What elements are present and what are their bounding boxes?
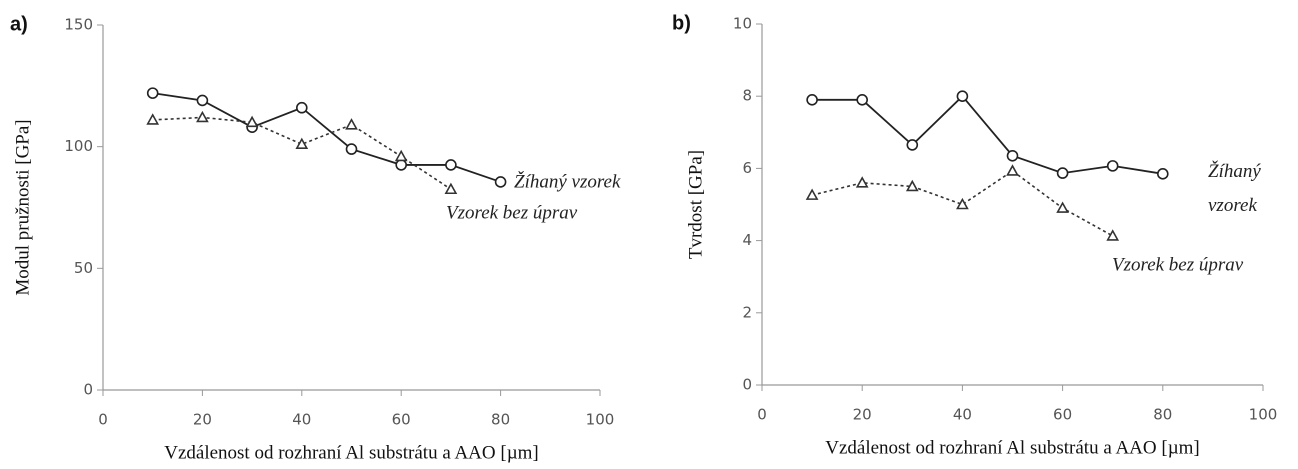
- x-tick-label: 80: [1153, 406, 1172, 424]
- y-axis-label: Modul pružnosti [GPa]: [12, 119, 33, 295]
- y-tick-label: 6: [742, 159, 752, 177]
- x-axis-label: Vzdálenost od rozhraní Al substrátu a AA…: [164, 442, 539, 463]
- y-tick-label: 4: [742, 231, 752, 249]
- panel-label: b): [672, 12, 691, 34]
- x-axis-label: Vzdálenost od rozhraní Al substrátu a AA…: [825, 437, 1200, 458]
- x-tick-label: 60: [1053, 406, 1072, 424]
- x-tick-label: 40: [292, 411, 311, 429]
- marker: [1006, 164, 1019, 176]
- series-label: Vzorek bez úprav: [446, 202, 578, 223]
- marker: [295, 137, 309, 150]
- marker: [1056, 167, 1069, 179]
- y-tick-label: 8: [742, 87, 752, 105]
- marker: [806, 94, 818, 106]
- x-tick-label: 40: [953, 406, 972, 424]
- series-label-line: Žíhaný: [1208, 160, 1261, 182]
- panel-label: a): [10, 13, 28, 35]
- marker: [196, 110, 209, 123]
- x-tick-label: 20: [193, 411, 212, 429]
- x-tick-label: 20: [853, 406, 872, 424]
- marker: [395, 159, 408, 171]
- series-line: [152, 92, 501, 183]
- marker: [856, 94, 869, 106]
- marker: [805, 188, 819, 200]
- marker: [1006, 149, 1019, 162]
- y-tick-label: 100: [64, 137, 93, 155]
- x-tick-label: 100: [1249, 406, 1278, 424]
- marker: [494, 176, 507, 188]
- marker: [1106, 160, 1119, 172]
- x-tick-label: 100: [586, 411, 615, 429]
- marker: [956, 90, 969, 102]
- series-label: Žíhaný vzorek: [514, 170, 621, 192]
- series-label: Žíhaný vzorek: [1208, 160, 1261, 216]
- y-tick-label: 10: [733, 15, 752, 33]
- marker: [146, 113, 160, 125]
- marker: [905, 179, 919, 192]
- marker: [245, 115, 259, 128]
- marker: [956, 197, 969, 210]
- marker: [444, 182, 458, 195]
- marker: [345, 143, 358, 155]
- y-axis-label: Tvrdost [GPa]: [685, 150, 706, 259]
- marker: [1056, 201, 1069, 213]
- marker: [196, 94, 209, 107]
- y-tick-label: 0: [742, 376, 752, 394]
- marker: [345, 118, 358, 130]
- series-line: [152, 116, 452, 190]
- y-tick-label: 0: [83, 381, 93, 399]
- x-tick-label: 60: [392, 411, 411, 429]
- y-tick-label: 150: [64, 16, 93, 34]
- marker: [445, 159, 457, 171]
- x-tick-label: 0: [757, 406, 767, 424]
- x-tick-label: 80: [491, 411, 510, 429]
- marker: [1157, 168, 1169, 180]
- y-tick-label: 50: [74, 259, 93, 277]
- series-label-line: vzorek: [1208, 195, 1257, 216]
- series-label: Vzorek bez úprav: [1112, 254, 1244, 275]
- y-tick-label: 2: [742, 303, 752, 321]
- marker: [394, 149, 408, 162]
- marker: [906, 139, 919, 151]
- marker: [1106, 229, 1120, 241]
- marker: [295, 101, 308, 114]
- marker: [146, 87, 159, 99]
- marker: [855, 176, 869, 188]
- x-tick-label: 0: [98, 411, 108, 429]
- series-line: [812, 94, 1163, 175]
